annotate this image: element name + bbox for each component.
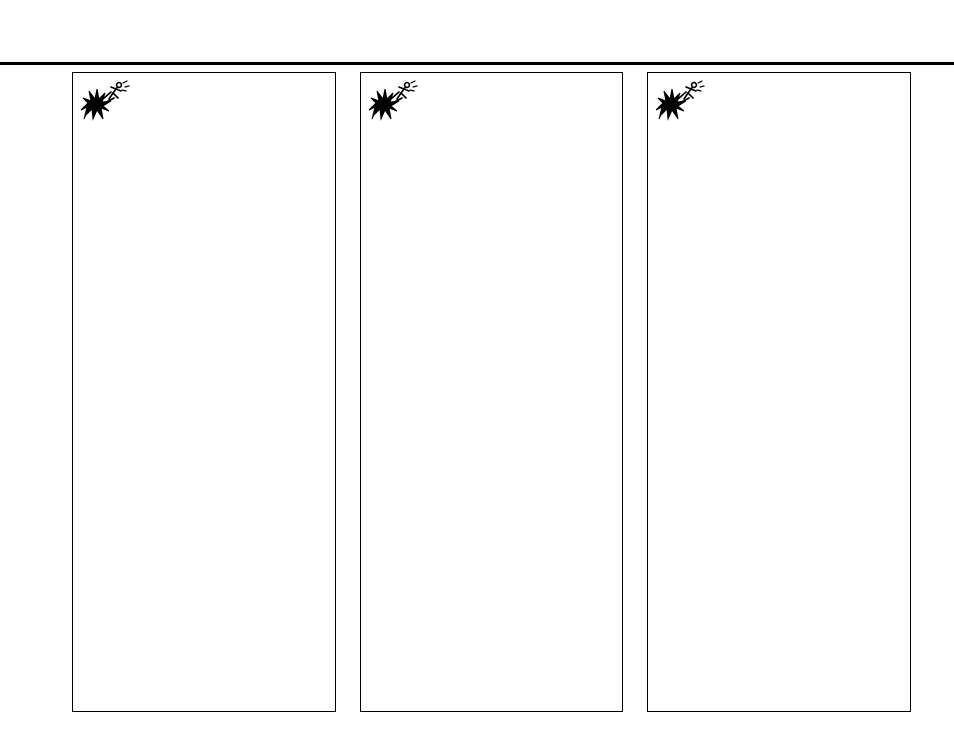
- explosion-person-icon: [81, 79, 133, 121]
- warning-panel-2: [360, 72, 624, 712]
- page: [0, 0, 954, 742]
- warning-panel-3: [647, 72, 911, 712]
- explosion-person-icon: [369, 79, 421, 121]
- explosion-person-icon: [656, 79, 708, 121]
- horizontal-rule: [0, 62, 954, 65]
- panel-row: [72, 72, 911, 712]
- warning-panel-1: [72, 72, 336, 712]
